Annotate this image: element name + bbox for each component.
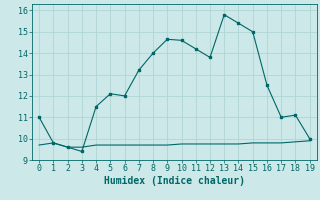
X-axis label: Humidex (Indice chaleur): Humidex (Indice chaleur) xyxy=(104,176,245,186)
